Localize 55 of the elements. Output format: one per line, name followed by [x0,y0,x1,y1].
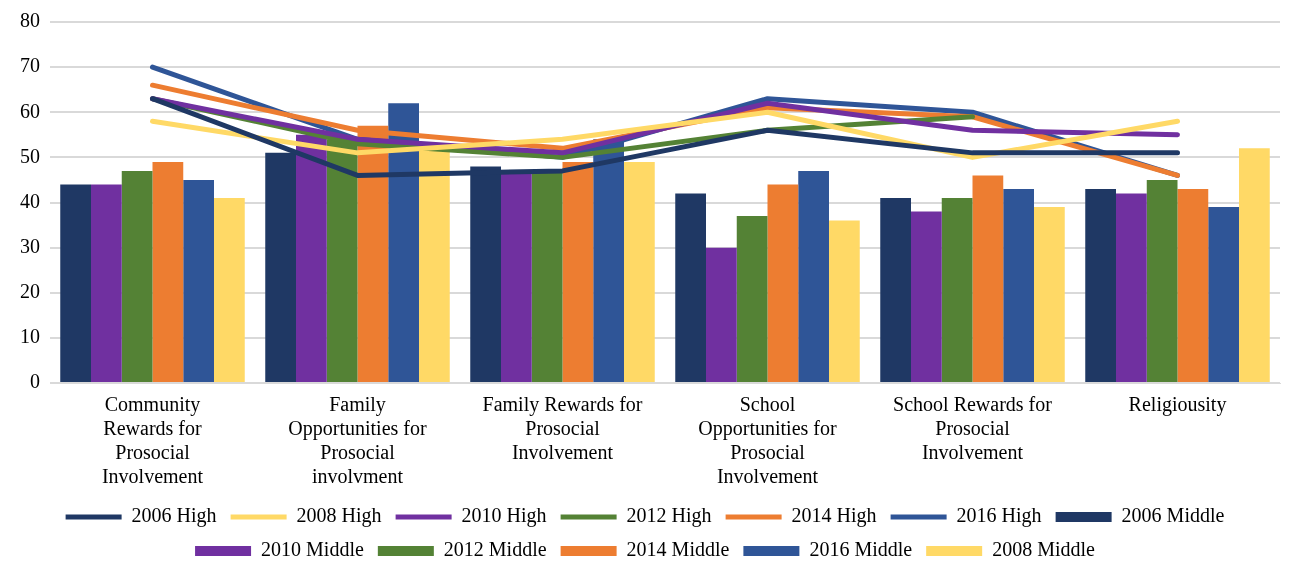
x-tick-label: School Rewards for Prosocial Involvement [893,393,1053,464]
bar [767,184,799,382]
bar [941,197,973,382]
bar [675,193,706,382]
y-tick-label: 40 [20,189,40,212]
legend-label: 2012 High [626,504,712,528]
bar [1146,179,1178,382]
legend-label: 2008 Middle [992,538,1096,561]
y-tick-label: 70 [20,54,40,77]
bar [880,197,911,382]
y-tick-label: 80 [20,9,40,32]
bar [183,179,214,382]
y-tick-label: 10 [20,325,40,348]
x-tick-label: Community Rewards for Prosocial Involvement [101,393,204,488]
legend-label: 2006 Middle [1121,504,1225,527]
bar [1085,188,1116,382]
legend-label: 2006 High [131,504,217,528]
y-tick-label: 60 [20,99,40,122]
bar [1116,193,1147,382]
bar [736,216,768,382]
legend-label: 2012 Middle [443,538,547,561]
y-tick-label: 30 [20,234,40,257]
x-tick-label: Religiousity [1128,393,1227,417]
bar [152,161,184,382]
x-tick-label: School Opportunities for Prosocial Involvement [698,393,837,488]
legend-label: 2016 Middle [809,538,913,561]
x-tick-label: Family Rewards for Prosocial Involvement [482,393,643,464]
bar [1208,207,1239,382]
bar [1003,188,1034,382]
bar [972,175,1004,382]
legend-label: 2008 High [296,504,382,528]
bar [1177,188,1209,382]
bar [829,220,860,382]
legend-label: 2010 High [461,504,547,528]
bar [91,184,122,382]
y-tick-label: 0 [30,370,40,393]
bar [1239,148,1270,382]
bar [706,247,737,382]
bar [1034,207,1065,382]
bar [531,170,563,382]
y-tick-label: 20 [20,280,40,302]
bar [624,161,655,382]
bar [60,184,91,382]
bar [562,161,594,382]
bar [798,170,829,382]
bar [911,211,942,382]
bar [121,170,153,382]
x-tick-label: Family Opportunities for Prosocial involvment [288,393,427,488]
y-tick-label: 50 [20,144,40,167]
bar [214,197,245,382]
legend-label: 2016 High [956,504,1042,528]
bar [296,134,327,382]
legend-label: 2010 Middle [261,538,364,561]
legend-label: 2014 High [791,504,877,528]
legend-label: 2014 Middle [626,538,730,561]
